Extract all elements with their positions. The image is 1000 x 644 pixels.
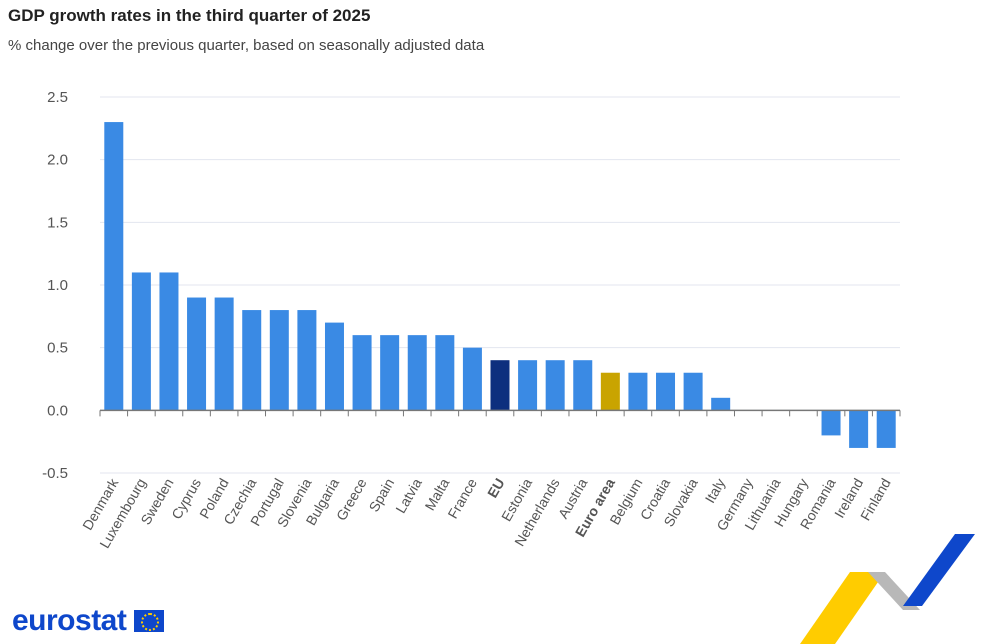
bar-finland xyxy=(876,410,896,448)
bar-cyprus xyxy=(187,297,207,411)
y-tick-label: 2.0 xyxy=(47,152,68,169)
x-tick-label: Latvia xyxy=(392,475,425,516)
bar-euro-area xyxy=(600,372,620,411)
bar-slovenia xyxy=(297,310,317,411)
bar-belgium xyxy=(628,372,648,411)
bar-latvia xyxy=(407,335,427,411)
bar-austria xyxy=(573,360,593,411)
bar-croatia xyxy=(656,372,676,411)
bar-ireland xyxy=(849,410,869,448)
eurostat-logo: eurostat xyxy=(12,604,165,638)
bar-eu xyxy=(490,360,510,411)
y-tick-label: -0.5 xyxy=(42,465,68,482)
bar-romania xyxy=(821,410,841,436)
y-tick-label: 0.0 xyxy=(47,402,68,419)
bar-portugal xyxy=(269,310,289,411)
bar-greece xyxy=(352,335,372,411)
chart-subtitle: % change over the previous quarter, base… xyxy=(8,37,485,54)
bar-poland xyxy=(214,297,234,411)
chart-title: GDP growth rates in the third quarter of… xyxy=(8,6,371,25)
bar-netherlands xyxy=(545,360,565,411)
bar-estonia xyxy=(518,360,538,411)
bar-czechia xyxy=(242,310,262,411)
bar-malta xyxy=(435,335,455,411)
bar-denmark xyxy=(104,122,124,411)
x-tick-label: Italy xyxy=(702,476,729,506)
bar-bulgaria xyxy=(324,322,344,411)
bar-luxembourg xyxy=(131,272,151,411)
bar-slovakia xyxy=(683,372,703,411)
bar-italy xyxy=(711,397,731,411)
bar-france xyxy=(462,347,482,411)
bar-sweden xyxy=(159,272,179,411)
x-tick-label: EU xyxy=(484,476,508,501)
y-tick-label: 1.0 xyxy=(47,277,68,294)
y-tick-label: 2.5 xyxy=(47,89,68,106)
bar-spain xyxy=(380,335,400,411)
eu-flag-icon xyxy=(134,610,165,632)
eurostat-swoosh-decoration xyxy=(800,534,975,644)
y-tick-label: 1.5 xyxy=(47,214,68,231)
y-tick-label: 0.5 xyxy=(47,340,68,357)
